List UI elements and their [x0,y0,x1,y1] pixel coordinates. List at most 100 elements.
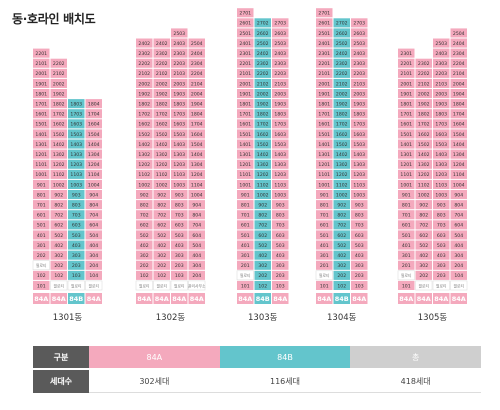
unit-cell [237,200,254,210]
unit-cell [68,210,85,220]
unit-cell [50,240,67,250]
unit-label: 2002 [53,81,65,87]
unit-cell [85,109,102,119]
unit-label: 2702 [257,21,269,27]
unit-label: 필로티 [54,283,64,288]
unit-label: 2201 [318,61,330,67]
unit-cell [254,78,271,88]
unit-cell [50,149,67,159]
unit-label: 2503 [173,31,185,37]
summary-type-total: 총 [350,346,481,370]
unit-label: 필로티 [319,273,329,278]
type-label: 84A [238,295,252,303]
unit-cell [188,230,205,240]
unit-label: 1602 [418,132,430,138]
unit-cell [171,200,188,210]
unit-label: 1802 [156,102,168,108]
unit-label: 1302 [138,152,150,158]
unit-label: 504 [192,243,201,249]
unit-cell [333,190,350,200]
unit-cell [171,270,188,280]
unit-label: 필로티 [419,283,429,288]
unit-label: 1403 [173,142,185,148]
unit-cell [254,169,271,179]
unit-label: 1603 [274,132,286,138]
unit-cell [450,270,467,280]
unit-cell [272,210,289,220]
unit-cell [33,119,50,129]
unit-label: 1804 [453,102,465,108]
unit-label: 301 [241,253,250,259]
unit-label: 2602 [257,31,269,37]
unit-label: 1901 [35,81,47,87]
unit-label: 2202 [336,71,348,77]
unit-cell [85,220,102,230]
unit-cell [398,280,415,290]
unit-label: 1002 [257,192,269,198]
unit-cell [153,280,171,291]
unit-cell [33,78,50,88]
unit-cell [171,240,188,250]
unit-label: 901 [37,182,46,188]
unit-cell [450,99,467,109]
unit-cell [254,159,271,169]
unit-label: 401 [241,243,250,249]
unit-label: 2203 [173,61,185,67]
unit-cell [415,260,432,270]
unit-cell [68,190,85,200]
unit-cell [33,179,50,189]
unit-cell [450,78,467,88]
unit-cell [433,260,450,270]
unit-label: 2402 [138,41,150,47]
unit-cell [68,129,85,139]
unit-label: 1303 [435,162,447,168]
type-label: 84A [52,295,66,303]
unit-label: 302 [54,253,63,259]
unit-cell [171,28,188,38]
unit-label: 201 [241,263,250,269]
unit-cell [351,129,368,139]
unit-cell [170,280,188,291]
unit-label: 302 [419,263,428,269]
unit-label: 202 [337,273,346,279]
unit-cell [415,250,432,260]
unit-cell [136,200,153,210]
unit-label: 2001 [318,81,330,87]
unit-label: 2102 [257,81,269,87]
unit-cell [188,260,205,270]
unit-label: 1103 [70,172,82,178]
building-name: 1305동 [418,313,448,323]
unit-label: 1601 [400,122,412,128]
unit-label: 1001 [400,182,412,188]
unit-label: 1001 [35,172,47,178]
unit-label: 902 [140,192,149,198]
unit-label: 2703 [353,21,365,27]
unit-label: 1203 [274,172,286,178]
page-title: 동·호라인 배치도 [12,12,96,26]
unit-label: 302 [140,253,149,259]
unit-cell [415,220,432,230]
unit-cell [432,280,450,291]
unit-label: 101 [320,283,329,289]
unit-cell [33,230,50,240]
unit-label: 303 [437,263,446,269]
unit-label: 1401 [239,142,251,148]
unit-cell [136,250,153,260]
unit-label: 2603 [353,31,365,37]
unit-label: 404 [89,243,98,249]
unit-cell [450,260,467,270]
unit-cell [450,240,467,250]
unit-label: 1702 [336,122,348,128]
unit-label: 1904 [453,91,465,97]
unit-label: 1003 [173,182,185,188]
unit-cell [415,149,432,159]
unit-label: 2001 [239,81,251,87]
unit-label: 2504 [191,41,203,47]
unit-cell [136,149,153,159]
unit-label: 202 [419,273,428,279]
type-label: 84A [137,295,151,303]
type-cell [433,293,450,304]
unit-label: 502 [140,233,149,239]
unit-label: 2002 [156,81,168,87]
unit-cell [351,250,368,260]
